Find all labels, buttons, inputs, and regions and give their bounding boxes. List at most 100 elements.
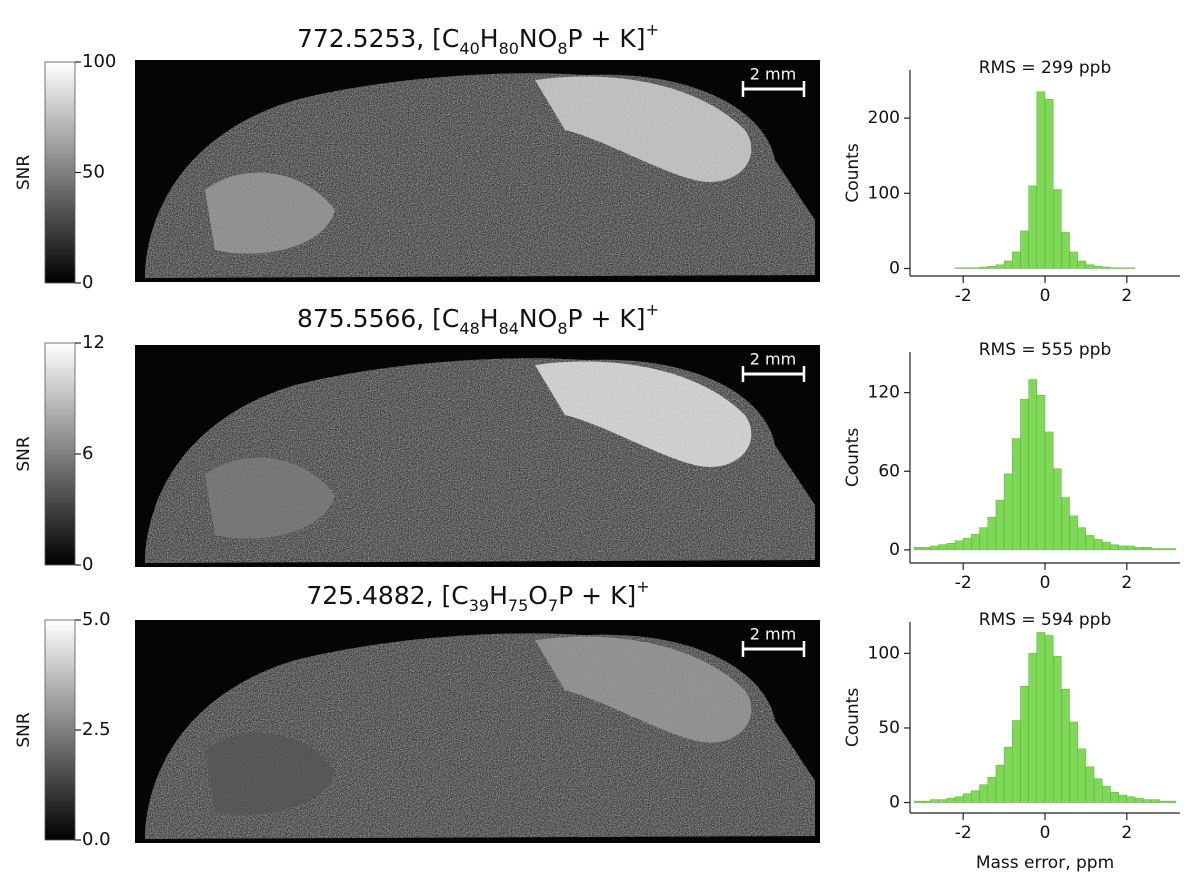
histogram-bar: [1020, 230, 1029, 269]
scale-bar-label: 2 mm: [750, 350, 796, 369]
x-tick-label: -2: [955, 286, 972, 306]
x-tick-label: 0: [1040, 823, 1051, 843]
histogram-bar: [946, 543, 956, 551]
histogram-bar: [1093, 778, 1103, 803]
histogram-bar: [979, 266, 988, 269]
y-tick-label: 120: [868, 383, 900, 403]
histogram-bar: [987, 776, 997, 803]
y-tick-label: 100: [868, 183, 900, 203]
histogram-bar: [1028, 653, 1038, 803]
x-tick-label: 0: [1040, 573, 1051, 593]
tissue-region: [535, 76, 752, 182]
histogram-bar: [1061, 497, 1070, 551]
tissue: [145, 73, 815, 278]
histogram-bar: [1044, 431, 1054, 551]
histogram-bar: [1077, 527, 1087, 551]
histogram-bar: [1151, 799, 1160, 803]
title-part: 75: [508, 596, 528, 615]
colorbar-tick-label: 5.0: [82, 609, 111, 630]
histogram-bar: [962, 793, 972, 803]
x-axis-label: Mass error, ppm: [976, 853, 1114, 873]
title-part: 48: [459, 319, 479, 338]
histogram-bar: [1020, 398, 1029, 551]
histogram-bar: [1069, 515, 1078, 551]
histogram-bar: [1126, 796, 1136, 803]
histogram-bar: [938, 799, 948, 803]
colorbar: [44, 342, 76, 566]
title-part: 8: [557, 39, 567, 58]
histogram-bar: [1085, 766, 1095, 803]
histogram-bar: [971, 267, 980, 269]
x-tick-label: -2: [955, 573, 972, 593]
histogram-bar: [1134, 797, 1144, 803]
tissue-region: [205, 733, 335, 815]
histogram-bar: [1118, 545, 1128, 551]
y-tick-label: 0: [889, 793, 900, 813]
histogram-bar: [930, 799, 939, 803]
histogram-bar: [1167, 800, 1177, 803]
title-part: P + K]: [558, 581, 636, 610]
annotation: RMS = 555 ppb: [979, 340, 1112, 360]
histogram-bar: [938, 544, 948, 551]
title-part: 875.5566, [C: [297, 304, 459, 333]
y-tick-label: 0: [889, 540, 900, 560]
y-axis-label: Counts: [843, 428, 863, 487]
title-part: 80: [499, 39, 519, 58]
colorbar-tick-label: 50: [82, 162, 105, 183]
histogram-bar: [971, 533, 980, 551]
histogram-bar: [1036, 91, 1046, 269]
title-part: H: [489, 581, 508, 610]
x-tick-label: 2: [1121, 573, 1132, 593]
histogram-bar: [1069, 721, 1078, 803]
histogram-bar: [1118, 267, 1128, 269]
histogram-bar: [1028, 185, 1038, 269]
histogram-bar: [1052, 189, 1062, 269]
histogram-bar: [1077, 260, 1087, 269]
histogram-bar: [1102, 541, 1111, 551]
colorbar-tick-label: 0.0: [82, 829, 111, 850]
histogram-bar: [1077, 748, 1087, 803]
y-tick-label: 0: [889, 258, 900, 278]
colorbar: [44, 61, 76, 284]
histogram-bar: [971, 790, 980, 803]
histogram-bar: [1085, 535, 1095, 551]
chart-title: 725.4882, [C39H75O7P + K]+: [306, 577, 649, 615]
x-tick-label: -2: [955, 823, 972, 843]
colorbar-tick-label: 0: [82, 554, 93, 575]
tissue-region: [535, 636, 752, 743]
histogram-bar: [979, 527, 988, 551]
histogram-bar: [1012, 438, 1021, 551]
y-axis-label: Counts: [843, 688, 863, 747]
title-part: 7: [548, 596, 558, 615]
tissue: [145, 633, 815, 839]
title-part: 725.4882, [C: [306, 581, 468, 610]
chart-title: 875.5566, [C48H84NO8P + K]+: [297, 300, 659, 338]
tissue-region: [205, 172, 335, 254]
title-part: 84: [499, 319, 519, 338]
histogram-bar: [995, 499, 1005, 551]
histogram-bar: [1093, 539, 1103, 551]
title-part: 8: [557, 319, 567, 338]
histogram-bar: [1142, 547, 1152, 551]
histogram-bar: [987, 516, 997, 551]
title-part: P + K]: [568, 304, 646, 333]
histogram-bar: [954, 267, 964, 269]
histogram-bar: [913, 547, 923, 551]
histogram-bar: [995, 264, 1005, 269]
histogram-bar: [946, 797, 956, 803]
title-part: +: [646, 20, 659, 39]
histogram-bar: [1036, 395, 1046, 551]
y-tick-label: 100: [868, 643, 900, 663]
histogram-bar: [1102, 785, 1111, 803]
histogram-bar: [1126, 545, 1136, 551]
scale-bar-label: 2 mm: [750, 625, 796, 644]
y-tick-label: 60: [878, 461, 900, 481]
histogram-bar: [1110, 791, 1119, 803]
histogram-bar: [1012, 251, 1021, 269]
colorbar-tick-label: 100: [82, 51, 116, 72]
y-axis-label: Counts: [843, 143, 863, 202]
histogram-bar: [1003, 473, 1013, 551]
histogram-bar: [1110, 267, 1119, 269]
histogram-bar: [1126, 267, 1136, 269]
title-part: 39: [469, 596, 489, 615]
